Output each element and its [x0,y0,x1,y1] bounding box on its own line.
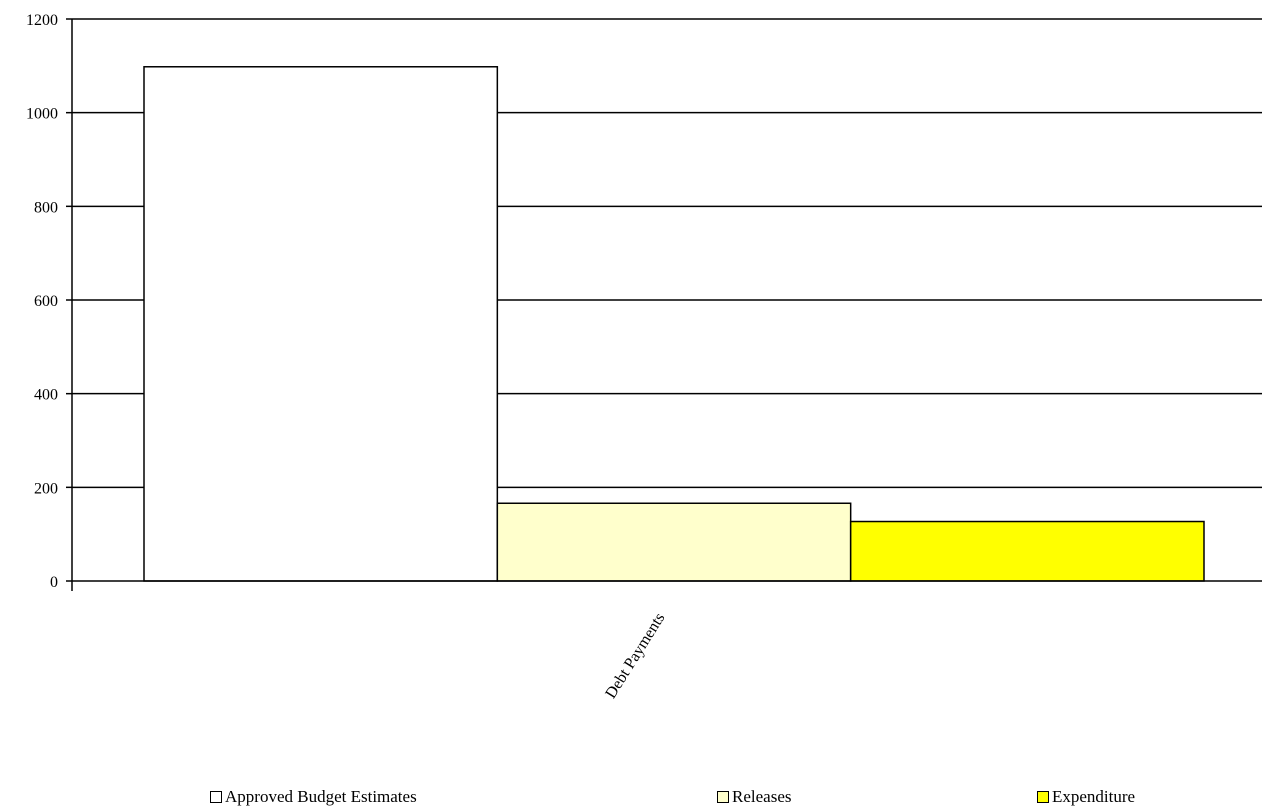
x-tick-label: Debt Payments [602,610,668,702]
bars [143,66,1205,582]
bar [496,502,852,582]
y-tick-label: 800 [34,199,58,216]
legend-swatch-releases [717,791,729,803]
y-tick-label: 1000 [26,106,58,123]
legend-swatch-expenditure [1037,791,1049,803]
legend-label-expenditure: Expenditure [1052,787,1136,806]
legend-item-expenditure: Expenditure [1037,787,1135,807]
bar [143,66,499,582]
legend-swatch-approved-budget-estimates [210,791,222,803]
y-tick-label: 200 [34,480,58,497]
y-tick-label: 600 [34,293,58,310]
legend-label-releases: Releases [732,787,792,806]
legend: Approved Budget Estimates Releases Expen… [0,787,1269,810]
legend-item-approved-budget-estimates: Approved Budget Estimates [210,787,417,807]
legend-label-approved-budget-estimates: Approved Budget Estimates [225,787,417,806]
axes [66,18,1262,591]
y-tick-label: 0 [50,574,58,591]
bar [849,520,1205,582]
y-tick-label: 1200 [26,12,58,29]
legend-item-releases: Releases [717,787,791,807]
y-tick-label: 400 [34,387,58,404]
